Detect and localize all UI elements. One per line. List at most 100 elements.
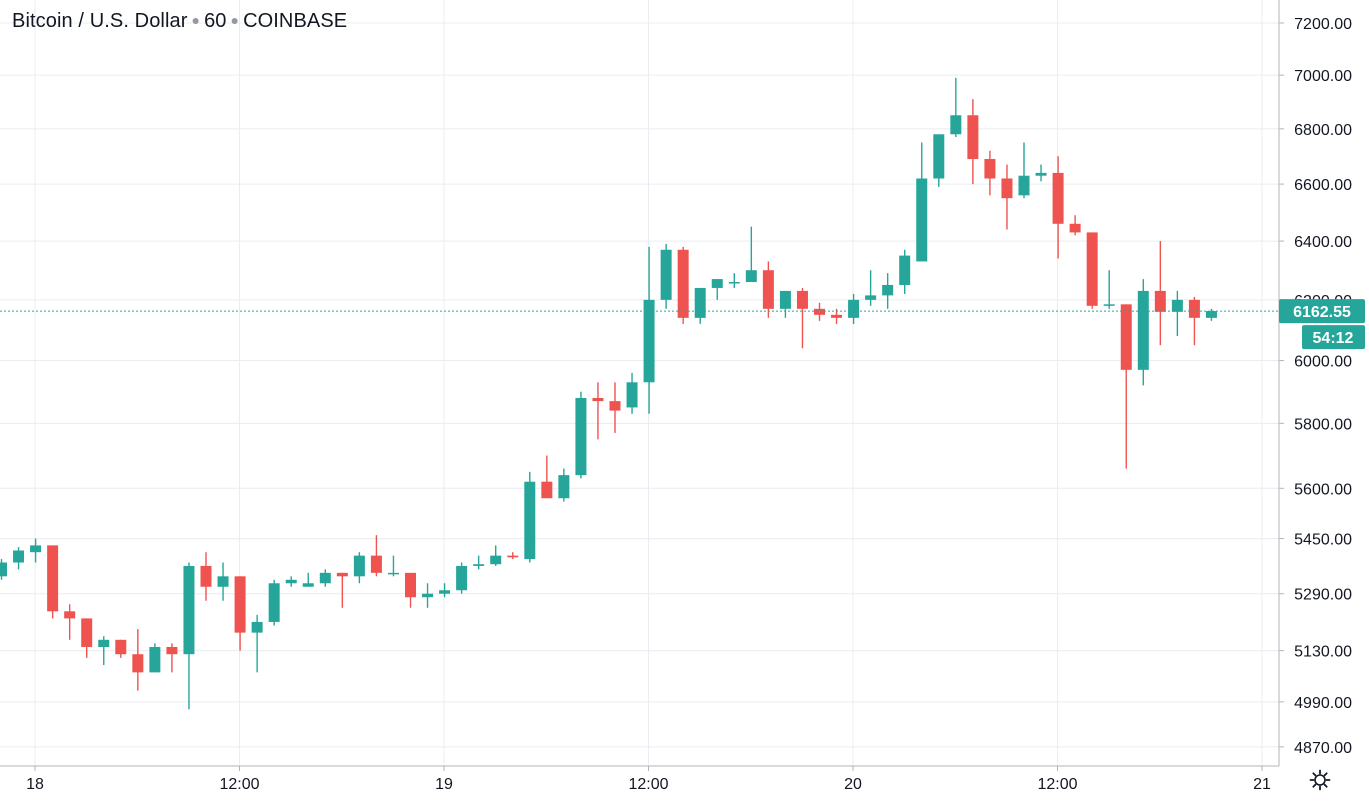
candle[interactable] [677,246,689,324]
candle[interactable] [592,382,604,440]
symbol-name[interactable]: Bitcoin / U.S. Dollar [12,10,188,32]
price-badges: 6162.55 54:12 [1279,299,1365,350]
candle-body [677,249,689,318]
candle[interactable] [507,552,519,560]
chart-legend[interactable]: Bitcoin / U.S. Dollar ● 60 ● COINBASE [12,10,347,33]
candle[interactable] [439,583,451,598]
candle[interactable] [1103,270,1115,309]
candle[interactable] [1137,279,1149,386]
candle[interactable] [558,468,570,502]
candle[interactable] [149,643,161,673]
candle[interactable] [916,142,928,262]
candle[interactable] [98,636,110,666]
candle-body [779,290,791,309]
candle-body [473,564,485,566]
candle[interactable] [1154,241,1166,346]
candle[interactable] [319,569,331,587]
interval-label[interactable]: 60 [204,10,227,32]
candle[interactable] [81,618,93,658]
candle-body [916,178,928,262]
price-scale[interactable]: 7200.007000.006800.006600.006400.006200.… [1278,0,1369,766]
candle[interactable] [422,583,434,608]
candle[interactable] [1035,164,1047,182]
candle[interactable] [268,579,280,626]
candle[interactable] [1052,156,1064,259]
candle[interactable] [115,639,127,658]
candle[interactable] [609,382,621,433]
candle[interactable] [643,246,655,414]
candle[interactable] [132,629,144,691]
candle[interactable] [405,572,416,608]
candle[interactable] [183,562,195,710]
candle[interactable] [285,576,297,587]
candle[interactable] [1171,290,1183,337]
candle[interactable] [1188,296,1200,346]
candle[interactable] [490,545,502,566]
candle[interactable] [64,604,76,640]
candle[interactable] [234,576,246,651]
candle-body [660,249,672,300]
candle-body [967,115,979,160]
candle[interactable] [814,302,825,321]
candle[interactable] [200,552,212,601]
candle-body [1069,223,1081,233]
candle-body [319,572,331,584]
candle[interactable] [933,134,945,187]
candle-body [933,134,945,179]
price-tick-label: 5290.00 [1294,587,1352,604]
candle[interactable] [541,455,553,499]
time-tick-label: 18 [26,776,44,793]
candle[interactable] [302,572,314,587]
candles-layer[interactable] [0,77,1217,710]
candle-body [882,284,894,296]
candle-body [728,282,740,284]
candle[interactable] [762,261,774,318]
candle[interactable] [1001,164,1013,230]
candle[interactable] [1086,232,1098,309]
time-scale-bg [0,766,1369,796]
candle[interactable] [728,273,740,288]
candle[interactable] [353,552,365,584]
price-tick-label: 7000.00 [1294,68,1352,85]
candle-body [456,565,468,591]
candle[interactable] [387,555,399,577]
candle[interactable] [626,372,638,414]
candle[interactable] [779,290,791,318]
candle[interactable] [660,243,672,309]
price-tick-label: 6600.00 [1294,177,1352,194]
candle[interactable] [1018,142,1030,199]
candle[interactable] [694,287,706,324]
candle[interactable] [745,226,757,283]
gear-icon[interactable] [1309,769,1331,791]
candle[interactable] [865,270,877,306]
candle[interactable] [848,293,860,324]
candle[interactable] [711,279,723,300]
candle[interactable] [456,562,468,594]
candle[interactable] [13,547,25,570]
candle[interactable] [950,77,962,138]
candle[interactable] [251,614,263,673]
candle[interactable] [473,555,485,570]
candle[interactable] [370,535,382,577]
candle[interactable] [1205,308,1217,321]
candle[interactable] [217,562,229,601]
candle[interactable] [166,643,178,673]
candle[interactable] [336,572,348,608]
candle[interactable] [0,559,7,580]
candle[interactable] [47,545,59,619]
time-tick-label: 12:00 [1037,776,1077,793]
candle[interactable] [967,99,979,185]
candle[interactable] [524,471,536,563]
candle[interactable] [30,538,42,563]
candle[interactable] [882,273,894,309]
candle[interactable] [575,391,587,479]
time-scale[interactable]: 18 12:00 19 12:00 20 12:00 21 [0,765,1369,796]
candle[interactable] [1120,304,1132,469]
candle[interactable] [1069,215,1081,236]
candle[interactable] [796,287,808,349]
candle-body [865,295,877,300]
candle[interactable] [899,249,911,294]
candle[interactable] [984,150,996,196]
